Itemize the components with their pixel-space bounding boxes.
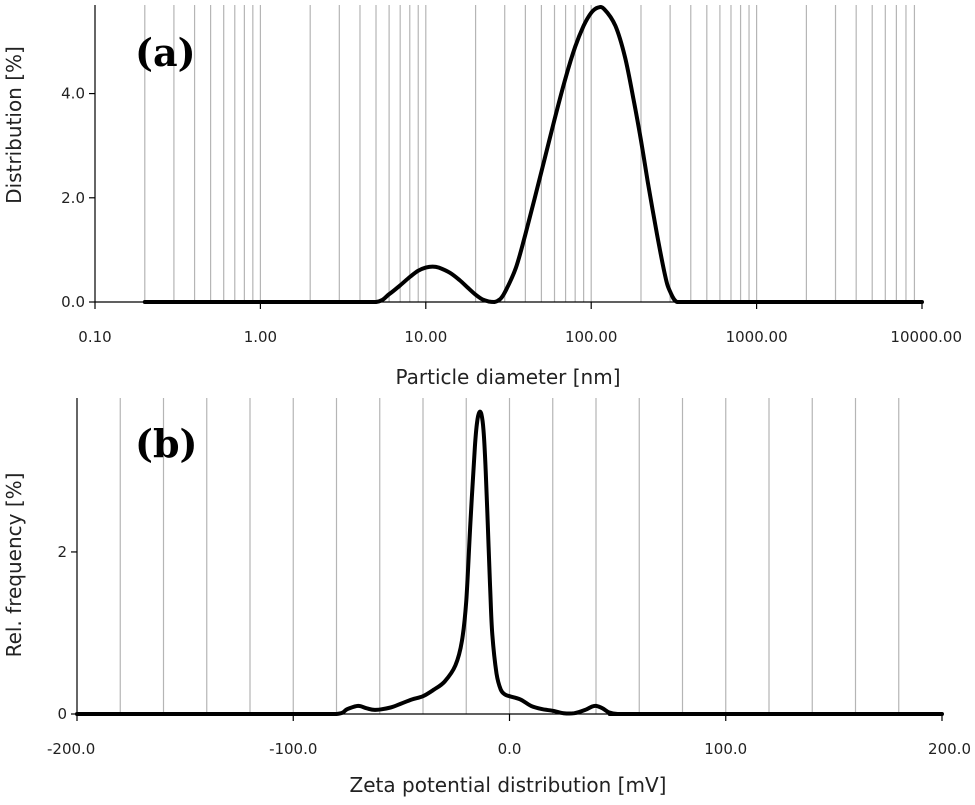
panel-a-y-axis-title: Distribution [%] — [2, 46, 26, 204]
panel-b-y-tick-label: 0 — [57, 705, 67, 723]
panel-a-tick-labels: 0.10 1.00 10.00 100.00 1000.00 10000.00 0.0 2.0… — [61, 85, 962, 346]
panel-a-x-tick-label: 100.00 — [565, 328, 618, 346]
panel-b-x-axis-title: Zeta potential distribution [mV] — [350, 773, 667, 797]
panel-b-y-tick-label: 2 — [57, 543, 67, 561]
panel-b-x-tick-label: -100.0 — [269, 740, 317, 758]
panel-b-gridlines — [119, 398, 900, 714]
panel-b-y-axis-title: Rel. frequency [%] — [2, 473, 26, 658]
panel-b-x-tick-label: 200.0 — [928, 740, 971, 758]
panel-a-y-tick-label: 2.0 — [61, 189, 85, 207]
panel-b-tick-marks — [71, 551, 943, 721]
panel-a-x-tick-label: 1.00 — [244, 328, 277, 346]
panel-a-x-tick-label: 1000.00 — [726, 328, 788, 346]
panel-b-x-tick-label: -200.0 — [47, 740, 95, 758]
panel-b-x-tick-label: 100.0 — [704, 740, 747, 758]
panel-a-x-tick-label: 10.00 — [404, 328, 447, 346]
panel-a-tick-marks — [89, 92, 923, 309]
panel-b-zeta-potential-chart: -200.0 -100.0 0.0 100.0 200.0 0 2 (b) Zeta pot… — [2, 398, 971, 797]
panel-a-label: (a) — [135, 30, 196, 75]
panel-b-label: (b) — [135, 421, 198, 466]
panel-a-distribution-curve — [142, 5, 924, 305]
panel-b-tick-labels: -200.0 -100.0 0.0 100.0 200.0 0 2 — [47, 543, 971, 758]
panel-a-x-axis-title: Particle diameter [nm] — [395, 365, 620, 389]
panel-a-particle-size-chart: 0.10 1.00 10.00 100.00 1000.00 10000.00 0.0 2.0… — [2, 5, 962, 389]
panel-a-x-tick-label: 10000.00 — [890, 328, 962, 346]
panel-a-axis-frame — [94, 5, 922, 303]
panel-b-frequency-curve — [75, 409, 944, 717]
panel-a-gridlines — [144, 5, 916, 302]
panel-a-x-tick-label: 0.10 — [78, 328, 111, 346]
panel-b-x-tick-label: 0.0 — [498, 740, 522, 758]
panel-a-y-tick-label: 0.0 — [61, 293, 85, 311]
panel-a-y-tick-label: 4.0 — [61, 85, 85, 103]
